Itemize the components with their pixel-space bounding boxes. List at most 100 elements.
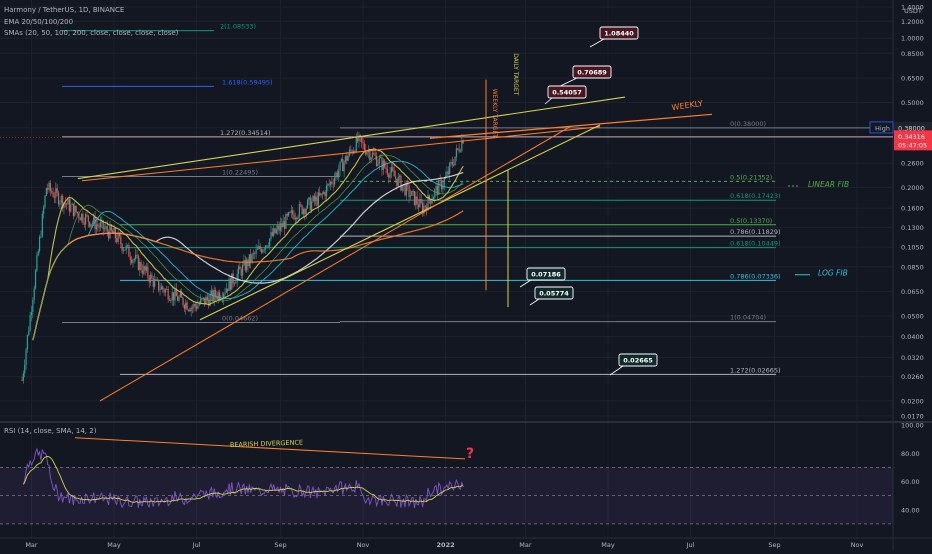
- candle-body: [350, 149, 352, 151]
- candle-body: [190, 307, 192, 312]
- candle-body: [112, 230, 114, 234]
- price-tick-label: 0.0200: [901, 397, 924, 405]
- candle-body: [232, 273, 234, 284]
- candle-body: [296, 217, 298, 220]
- candle-body: [41, 213, 43, 237]
- candle-body: [283, 221, 286, 229]
- candle-body: [79, 218, 81, 221]
- high-price-box: [894, 121, 932, 133]
- candle-body: [83, 222, 85, 225]
- candle-body: [294, 217, 296, 220]
- candle-body: [286, 214, 288, 216]
- candle-body: [80, 213, 83, 221]
- candle-body: [398, 175, 401, 178]
- price-tick-label: 0.8500: [901, 50, 924, 58]
- candle-body: [309, 197, 311, 211]
- log-fib-label: 1(0.04704): [730, 314, 766, 322]
- sma-legend[interactable]: SMAs (20, 50, 100, 200, close, close, cl…: [4, 29, 179, 37]
- candle-body: [426, 206, 428, 211]
- lower-orange-trendline: [99, 126, 571, 402]
- candle-body: [321, 193, 324, 195]
- candle-body: [143, 265, 145, 274]
- candle-body: [305, 208, 307, 215]
- candle-body: [386, 169, 388, 175]
- candle-body: [191, 307, 194, 309]
- candle-body: [197, 304, 199, 309]
- candle-body: [355, 136, 357, 153]
- candle-body: [415, 196, 417, 205]
- price-tick-label: 0.0850: [901, 263, 924, 271]
- candle-body: [244, 260, 246, 271]
- log-fib-label: 1.272(0.02665): [730, 366, 781, 374]
- candle-body: [55, 188, 57, 198]
- candle-body: [370, 157, 372, 160]
- candle-body: [158, 279, 160, 291]
- candle-body: [105, 226, 107, 229]
- candle-body: [266, 245, 268, 247]
- candle-body: [205, 296, 207, 305]
- candle-body: [454, 156, 456, 166]
- candle-body: [126, 244, 129, 246]
- candle-body: [331, 181, 333, 184]
- candle-body: [86, 214, 88, 216]
- candle-body: [462, 140, 464, 144]
- candle-body: [154, 279, 156, 287]
- candle-body: [342, 158, 344, 172]
- candle-body: [416, 196, 418, 205]
- price-tick-label: 0.5000: [901, 99, 924, 107]
- callout-pointer: [544, 97, 553, 105]
- candle-body: [400, 175, 402, 191]
- candle-body: [432, 197, 435, 200]
- candle-body: [365, 149, 367, 155]
- candle-body: [109, 225, 111, 239]
- candle-body: [292, 210, 294, 215]
- candle-body: [189, 309, 191, 312]
- candle-body: [435, 186, 437, 190]
- candle-body: [298, 204, 301, 217]
- candle-body: [187, 309, 190, 311]
- candle-body: [21, 380, 23, 382]
- candle-body: [336, 172, 338, 178]
- candle-body: [404, 184, 406, 196]
- price-tick-label: 0.1600: [901, 205, 924, 213]
- rsi-legend[interactable]: RSI (14, close, SMA, 14, 2): [4, 427, 97, 435]
- rsi-tick-label: 80.00: [901, 450, 920, 458]
- candle-body: [47, 188, 49, 190]
- candle-body: [121, 244, 123, 251]
- candle-body: [217, 292, 219, 300]
- candle-body: [223, 293, 225, 300]
- candle-body: [29, 315, 31, 331]
- candle-body: [144, 265, 146, 271]
- weekly-target-annotation: WEEKLY TARGET: [491, 89, 498, 138]
- candle-body: [393, 170, 395, 177]
- candle-body: [308, 197, 310, 200]
- time-tick-label: 2022: [437, 541, 455, 549]
- candle-body: [61, 196, 64, 209]
- price-tick-label: 1.4000: [901, 4, 924, 12]
- candle-body: [22, 373, 24, 381]
- candle-body: [267, 246, 269, 247]
- candle-body: [34, 270, 37, 289]
- candle-body: [347, 155, 349, 161]
- candle-body: [66, 203, 68, 205]
- time-tick-label: Sep: [274, 541, 286, 549]
- candle-body: [252, 253, 255, 255]
- candle-body: [52, 192, 54, 197]
- candle-body: [409, 195, 412, 197]
- ema-legend[interactable]: EMA 20/50/100/200: [4, 18, 74, 26]
- candle-body: [251, 253, 253, 263]
- candle-body: [329, 181, 332, 185]
- candle-body: [374, 154, 376, 156]
- candle-body: [430, 199, 432, 204]
- candle-body: [44, 195, 46, 208]
- callout-pointer: [589, 38, 605, 48]
- upper-orange-trendline: [81, 126, 601, 182]
- daily-target-annotation: DAILY TARGET: [512, 53, 519, 95]
- candle-body: [440, 180, 443, 190]
- candle-body: [152, 278, 154, 287]
- candle-body: [385, 167, 387, 170]
- ma-ema-line: [32, 154, 464, 341]
- candle-body: [459, 150, 462, 152]
- candle-body: [340, 158, 342, 162]
